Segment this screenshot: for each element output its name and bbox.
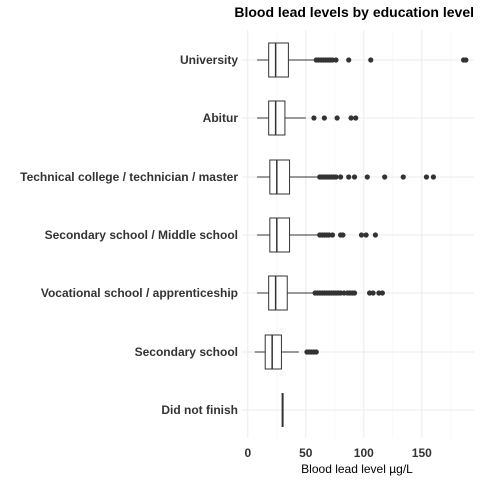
outlier-point bbox=[368, 57, 374, 63]
category-label: University bbox=[180, 53, 238, 67]
x-axis-title: Blood lead level µg/L bbox=[301, 462, 413, 476]
outlier-point bbox=[333, 57, 339, 63]
outlier-point bbox=[358, 232, 365, 238]
outlier-point bbox=[321, 115, 327, 121]
outlier-point bbox=[379, 290, 385, 296]
category-label: Technical college / technician / master bbox=[20, 170, 238, 184]
box-iqr bbox=[264, 334, 282, 370]
category-label: Secondary school / Middle school bbox=[45, 228, 238, 242]
box-5 bbox=[254, 334, 319, 370]
outlier-point bbox=[351, 174, 358, 180]
box-iqr bbox=[269, 159, 291, 195]
outlier-point bbox=[364, 174, 370, 180]
x-tick-label: 100 bbox=[354, 446, 374, 460]
outlier-point bbox=[372, 232, 378, 238]
outlier-point bbox=[313, 349, 319, 355]
outlier-point bbox=[400, 174, 406, 180]
x-tick-label: 0 bbox=[244, 446, 251, 460]
outlier-point bbox=[340, 232, 346, 238]
outlier-point bbox=[311, 115, 317, 121]
x-tick-label: 50 bbox=[299, 446, 313, 460]
outlier-point bbox=[334, 115, 340, 121]
outlier-point bbox=[382, 174, 388, 180]
category-labels: University Abitur Technical college / tech… bbox=[20, 53, 238, 417]
outlier-point bbox=[353, 115, 359, 121]
outlier-point bbox=[363, 232, 369, 238]
outlier-point bbox=[351, 290, 358, 296]
category-label: Abitur bbox=[203, 111, 239, 125]
box-2 bbox=[257, 159, 436, 195]
outlier-point bbox=[463, 57, 469, 63]
x-tick-labels: 0 50 100 150 bbox=[244, 446, 432, 460]
box-iqr bbox=[268, 100, 286, 136]
outlier-point bbox=[348, 115, 354, 121]
outlier-point bbox=[346, 57, 352, 63]
box-iqr bbox=[268, 275, 288, 311]
category-label: Secondary school bbox=[135, 345, 238, 359]
box-iqr bbox=[269, 217, 291, 253]
box-iqr bbox=[268, 42, 289, 78]
x-tick-label: 150 bbox=[412, 446, 432, 460]
outlier-point bbox=[370, 290, 376, 296]
outlier-point bbox=[430, 174, 436, 180]
outlier-point bbox=[346, 174, 352, 180]
box-series bbox=[254, 42, 469, 427]
category-label: Vocational school / apprenticeship bbox=[41, 286, 238, 300]
outlier-point bbox=[333, 174, 339, 180]
category-label: Did not finish bbox=[161, 403, 238, 417]
box-4 bbox=[257, 275, 385, 311]
outlier-point bbox=[329, 232, 336, 238]
chart-title: Blood lead levels by education level bbox=[234, 4, 474, 20]
outlier-point bbox=[423, 174, 430, 180]
box-3 bbox=[257, 217, 378, 253]
box-1 bbox=[257, 100, 359, 136]
box-0 bbox=[257, 42, 469, 78]
outlier-point bbox=[338, 174, 344, 180]
